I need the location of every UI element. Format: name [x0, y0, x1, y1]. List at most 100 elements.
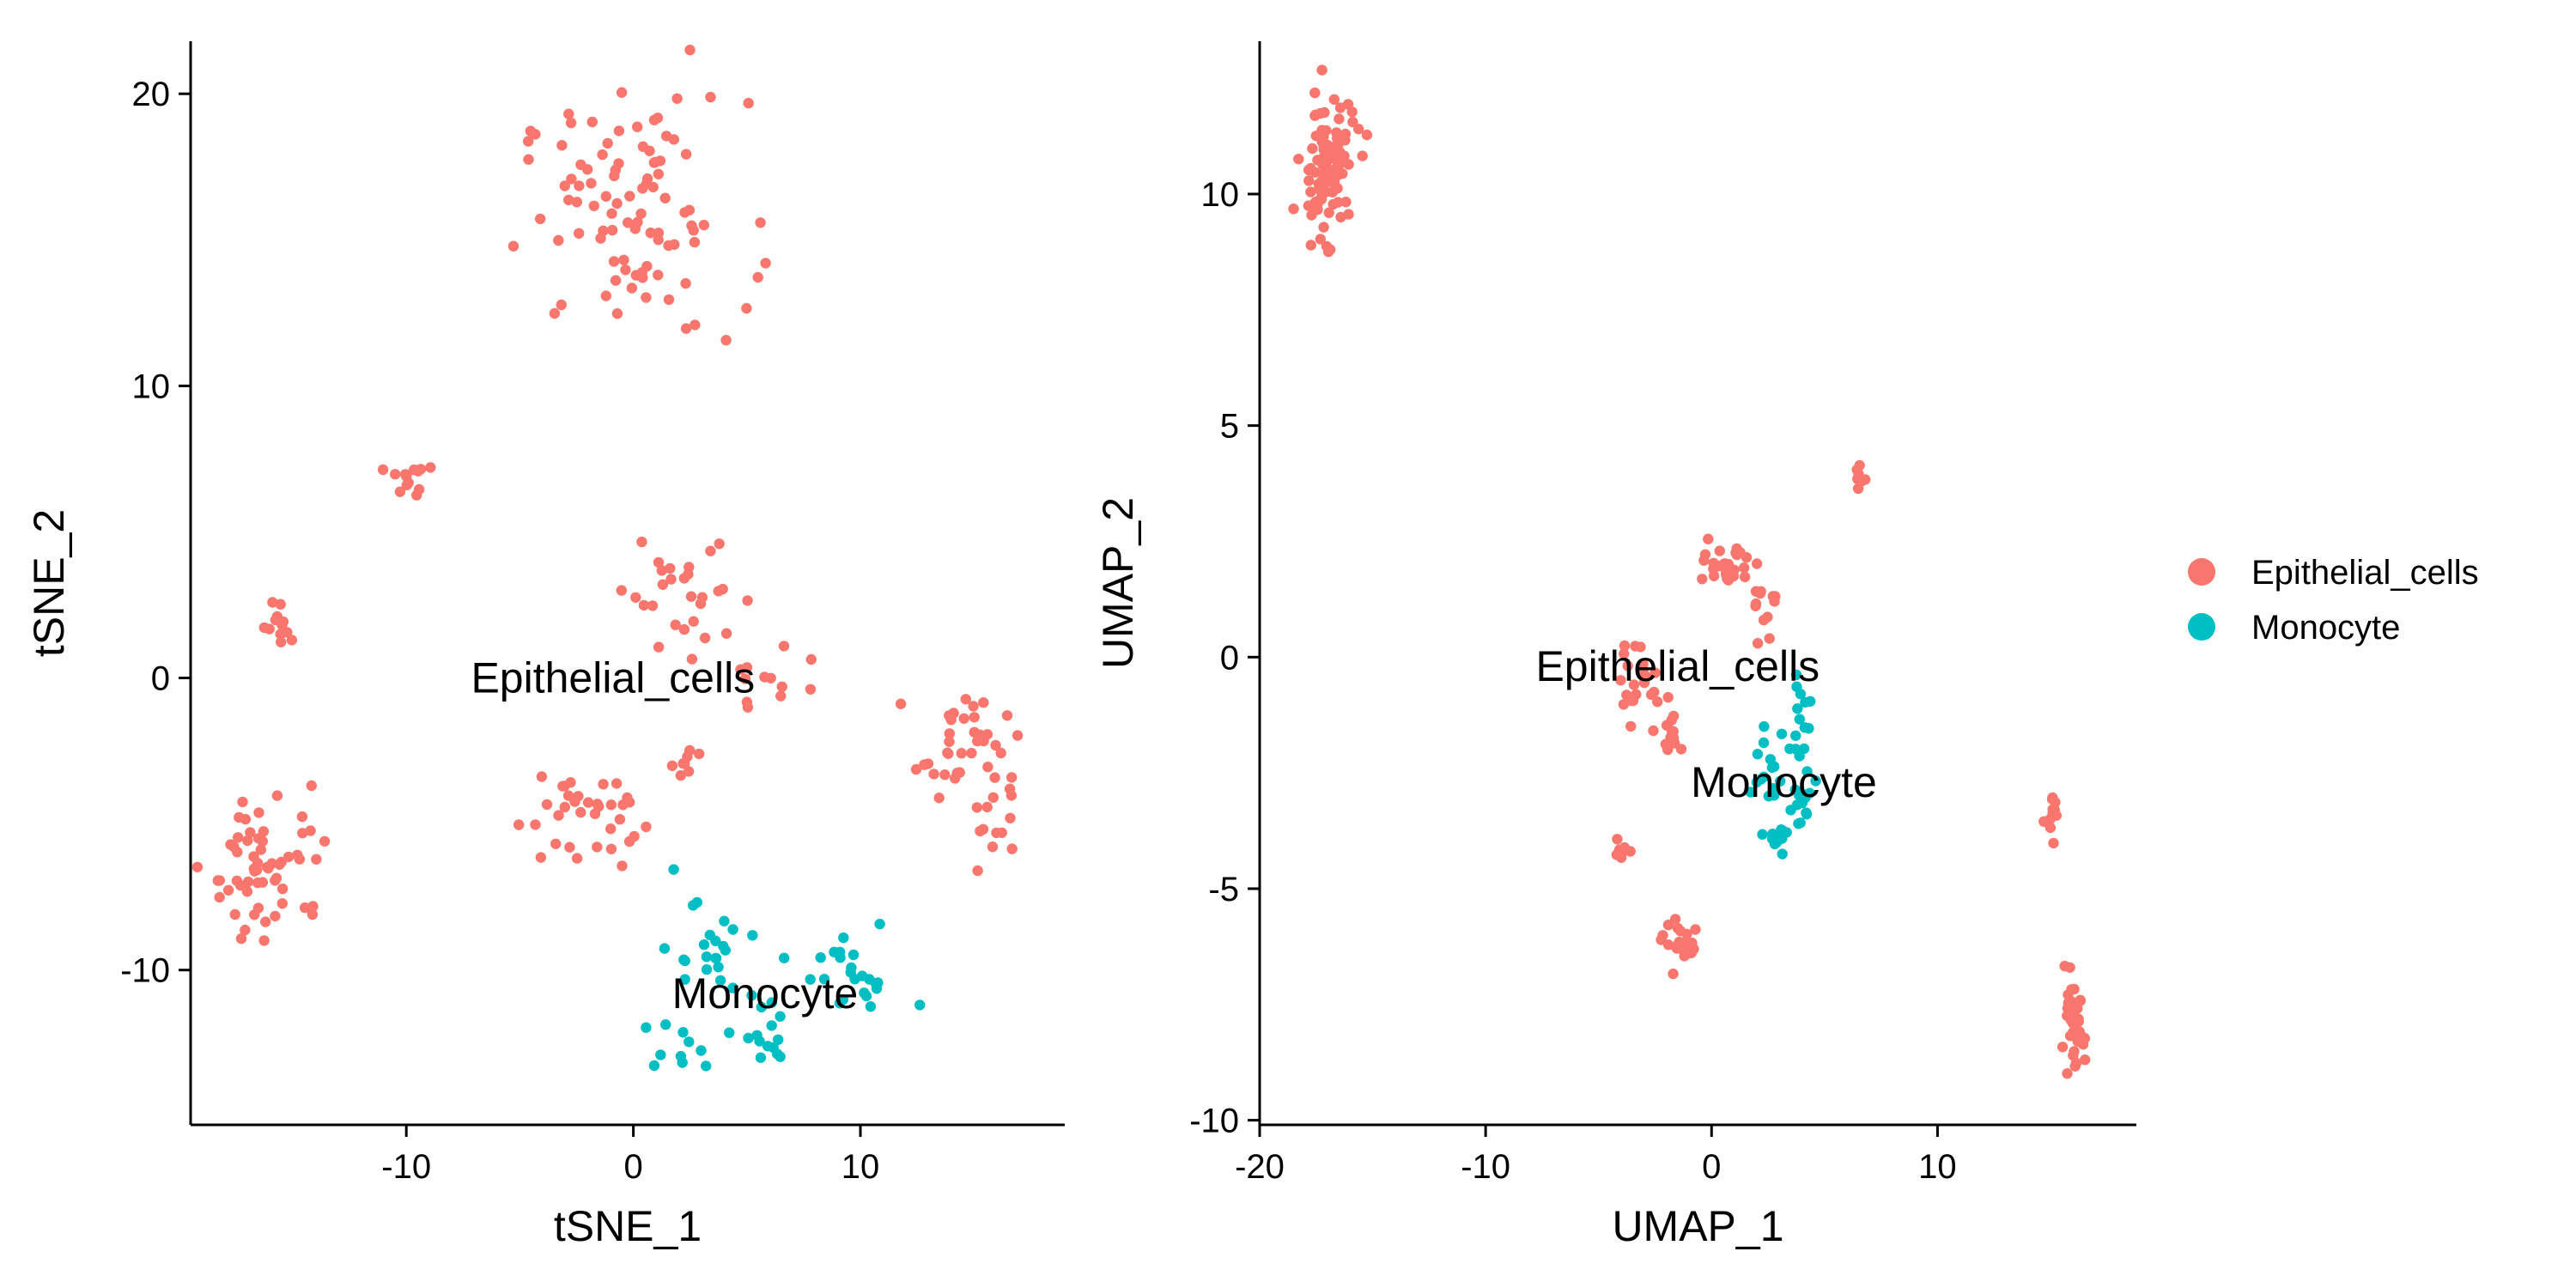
data-point: [1611, 849, 1623, 860]
data-point: [944, 728, 956, 739]
legend-key: [2188, 613, 2215, 641]
data-point: [971, 802, 983, 813]
data-point: [1005, 790, 1018, 801]
data-point: [231, 875, 243, 886]
y-tick-label: 10: [132, 368, 171, 405]
cluster-label: Monocyte: [672, 969, 859, 1018]
data-point: [775, 690, 787, 702]
data-point: [653, 556, 665, 568]
data-point: [1343, 209, 1354, 220]
legend: Epithelial_cells Monocyte: [2188, 554, 2479, 647]
data-point: [987, 792, 999, 803]
data-point: [394, 486, 406, 497]
data-point: [1703, 533, 1714, 544]
data-point: [944, 710, 955, 721]
x-tick-label: -10: [381, 1148, 431, 1186]
data-point: [990, 739, 1001, 751]
data-point: [624, 191, 635, 202]
data-point: [982, 762, 993, 773]
data-point: [2048, 837, 2059, 849]
data-point: [1306, 210, 1317, 221]
data-point: [212, 875, 223, 886]
data-point: [530, 129, 541, 140]
data-point: [636, 536, 647, 548]
data-point: [270, 875, 281, 886]
data-point: [553, 810, 564, 821]
data-point: [1361, 129, 1373, 141]
data-point: [242, 835, 253, 847]
y-tick-label: 20: [132, 76, 171, 113]
data-point: [645, 228, 656, 239]
data-point: [669, 239, 680, 250]
data-point: [1776, 728, 1788, 739]
data-point: [260, 916, 271, 927]
data-point: [2050, 810, 2062, 821]
data-point: [720, 945, 731, 956]
data-point: [412, 465, 424, 477]
data-point: [1697, 574, 1708, 585]
data-point: [960, 694, 972, 705]
data-point: [2075, 994, 2086, 1006]
data-point: [1319, 174, 1331, 186]
data-point: [678, 954, 690, 965]
data-point: [848, 949, 860, 961]
data-point: [653, 228, 665, 239]
data-point: [805, 683, 817, 695]
data-point: [1657, 930, 1668, 941]
data-point: [660, 1019, 671, 1030]
data-point: [1714, 545, 1726, 556]
data-point: [507, 240, 519, 252]
data-point: [1327, 198, 1339, 210]
data-point: [191, 861, 204, 872]
data-point: [2066, 1011, 2078, 1022]
data-point: [1627, 695, 1639, 707]
data-point: [2064, 962, 2075, 974]
data-point: [1757, 829, 1768, 840]
x-tick-label: -20: [1235, 1148, 1285, 1186]
data-point: [245, 827, 256, 838]
data-point: [1309, 167, 1321, 178]
data-point: [704, 929, 715, 941]
data-point: [390, 469, 401, 480]
data-point: [752, 271, 763, 283]
data-point: [1303, 200, 1315, 211]
data-point: [629, 223, 641, 234]
data-point: [724, 1027, 735, 1038]
data-point: [714, 538, 725, 550]
data-point: [951, 768, 963, 779]
data-point: [1619, 841, 1631, 854]
data-point: [606, 208, 617, 219]
data-point: [688, 225, 699, 236]
data-point: [1662, 920, 1674, 931]
legend-label: Epithelial_cells: [2251, 554, 2479, 592]
data-point: [241, 886, 253, 897]
data-point: [675, 769, 686, 781]
data-point: [1305, 240, 1317, 251]
data-point: [1001, 710, 1013, 721]
data-point: [680, 149, 692, 160]
data-point: [611, 778, 623, 789]
data-point: [595, 233, 606, 244]
data-point: [1315, 234, 1327, 245]
data-point: [678, 623, 690, 635]
data-point: [411, 489, 422, 501]
data-point: [377, 464, 389, 476]
data-point: [1810, 775, 1821, 787]
data-point: [663, 294, 675, 306]
data-point: [267, 597, 278, 608]
data-point: [1635, 641, 1646, 653]
data-point: [286, 635, 298, 646]
data-point: [688, 616, 699, 627]
data-point: [1854, 459, 1865, 471]
data-point: [229, 908, 240, 920]
data-point: [638, 599, 650, 611]
data-point: [1309, 87, 1321, 99]
data-point: [618, 254, 629, 265]
data-point: [1625, 720, 1637, 732]
data-point: [253, 807, 264, 818]
data-point: [972, 865, 983, 877]
data-point: [1340, 197, 1352, 208]
data-point: [698, 939, 710, 951]
data-point: [1745, 787, 1757, 798]
data-point: [775, 1011, 786, 1022]
